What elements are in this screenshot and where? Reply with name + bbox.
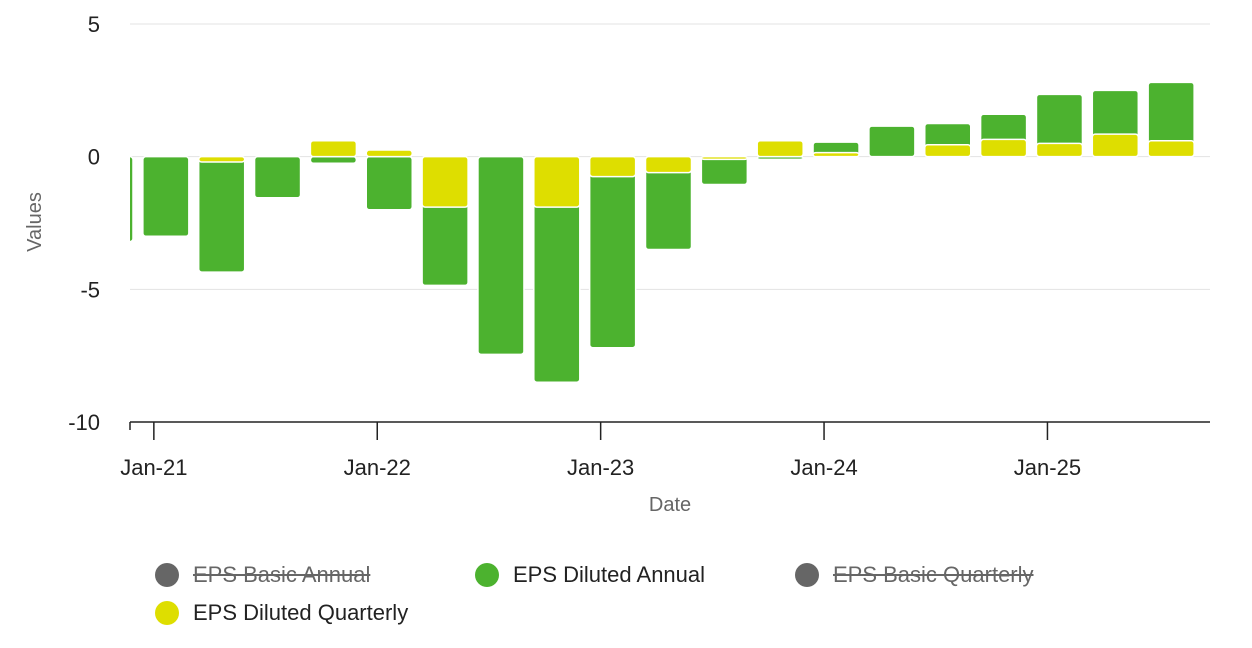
- x-tick-label-2: Jan-23: [567, 455, 634, 480]
- bar-eps-diluted-quarterly-4[interactable]: [309, 139, 358, 158]
- legend: EPS Basic Annual EPS Diluted Annual EPS …: [155, 556, 1155, 632]
- axes: [129, 421, 1210, 440]
- bar-eps-diluted-quarterly-15[interactable]: [924, 143, 972, 158]
- bar-eps-diluted-annual-14[interactable]: [868, 125, 916, 158]
- legend-item-eps-basic-quarterly[interactable]: EPS Basic Quarterly: [795, 562, 1034, 588]
- bar-eps-diluted-annual-1[interactable]: [142, 155, 190, 238]
- eps-bar-chart: 5 0 -5 -10 Jan-21 Jan-22 Jan-23 Jan-24 Jan-25 D…: [24, 12, 1210, 516]
- bar-eps-diluted-quarterly-10[interactable]: [644, 155, 693, 174]
- bar-eps-diluted-quarterly-8[interactable]: [533, 155, 581, 208]
- bar-eps-diluted-annual-0[interactable]: [87, 155, 134, 243]
- legend-label-eps-diluted-annual: EPS Diluted Annual: [513, 562, 706, 587]
- bar-eps-diluted-quarterly-13[interactable]: [812, 151, 860, 158]
- x-tick-label-3: Jan-24: [790, 455, 857, 480]
- bar-eps-diluted-quarterly-5[interactable]: [365, 149, 413, 158]
- legend-item-eps-diluted-quarterly[interactable]: EPS Diluted Quarterly: [155, 600, 408, 626]
- legend-dot-eps-basic-annual: [155, 563, 179, 587]
- x-tick-labels: Jan-21 Jan-22 Jan-23 Jan-24 Jan-25: [120, 455, 1081, 480]
- bar-eps-diluted-annual-2[interactable]: [197, 155, 246, 273]
- bar-eps-diluted-quarterly-11[interactable]: [700, 155, 749, 161]
- legend-label-eps-diluted-quarterly: EPS Diluted Quarterly: [193, 600, 409, 625]
- bar-eps-diluted-quarterly-16[interactable]: [979, 138, 1028, 158]
- bar-eps-diluted-quarterly-12[interactable]: [756, 139, 804, 158]
- bar-eps-diluted-annual-4[interactable]: [309, 155, 358, 165]
- y-tick-labels: 5 0 -5 -10: [68, 12, 100, 435]
- x-axis-title: Date: [649, 494, 691, 516]
- legend-item-eps-diluted-annual[interactable]: EPS Diluted Annual: [475, 562, 795, 588]
- legend-dot-eps-diluted-quarterly: [155, 601, 179, 625]
- legend-row-1: EPS Basic Annual EPS Diluted Annual EPS …: [155, 556, 1155, 594]
- y-tick-label-0: 5: [88, 12, 100, 37]
- y-tick-label-1: 0: [88, 145, 100, 170]
- legend-dot-eps-basic-quarterly: [795, 563, 819, 587]
- bar-eps-diluted-annual-3[interactable]: [253, 155, 302, 199]
- bar-eps-diluted-quarterly-2[interactable]: [197, 155, 246, 163]
- x-tick-label-4: Jan-25: [1014, 455, 1081, 480]
- y-axis-title: Values: [24, 192, 46, 252]
- bar-eps-diluted-annual-7[interactable]: [477, 155, 525, 356]
- y-tick-label-2: -5: [80, 277, 100, 302]
- x-tick-label-1: Jan-22: [344, 455, 411, 480]
- bar-eps-diluted-quarterly-6[interactable]: [421, 155, 469, 208]
- bar-eps-diluted-quarterly-17[interactable]: [1035, 142, 1084, 158]
- bar-eps-diluted-annual-11[interactable]: [700, 155, 749, 186]
- bars: [87, 81, 1195, 383]
- bar-eps-diluted-annual-5[interactable]: [365, 155, 413, 211]
- bar-eps-diluted-quarterly-9[interactable]: [588, 155, 637, 178]
- bar-eps-diluted-quarterly-18[interactable]: [1091, 133, 1140, 158]
- legend-dot-eps-diluted-annual: [475, 563, 499, 587]
- x-tick-label-0: Jan-21: [120, 455, 187, 480]
- legend-label-eps-basic-annual: EPS Basic Annual: [193, 562, 371, 587]
- legend-row-2: EPS Diluted Quarterly: [155, 594, 1155, 632]
- legend-label-eps-basic-quarterly: EPS Basic Quarterly: [833, 562, 1034, 587]
- bar-eps-diluted-annual-9[interactable]: [588, 155, 637, 349]
- legend-item-eps-basic-annual[interactable]: EPS Basic Annual: [155, 562, 475, 588]
- bar-eps-diluted-quarterly-19[interactable]: [1147, 139, 1195, 158]
- y-tick-label-3: -10: [68, 410, 100, 435]
